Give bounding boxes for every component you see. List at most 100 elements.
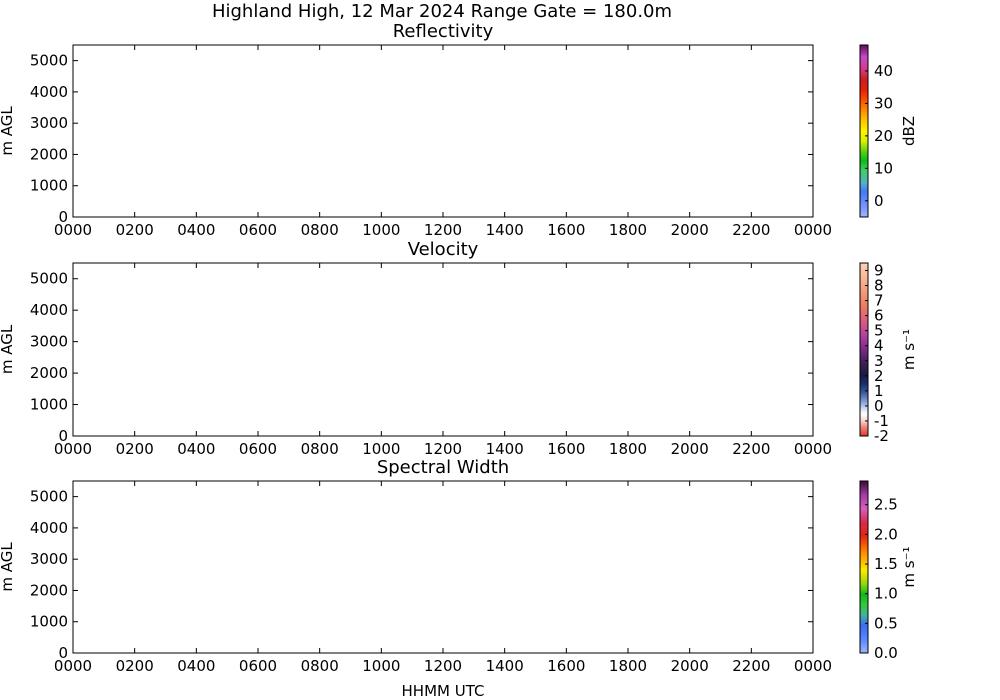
colorbar-tick-label: 8 (874, 277, 884, 295)
y-tick-label: 3000 (30, 114, 68, 132)
colorbar-tick-label: 0 (874, 192, 884, 210)
y-tick-label: 0 (58, 208, 68, 226)
x-tick-label: 0000 (794, 657, 832, 675)
x-tick-label: 2200 (732, 440, 770, 458)
colorbar-tick-label: -1 (874, 412, 889, 430)
y-axis-label: m AGL (0, 324, 16, 374)
colorbar-tick-label: 3 (874, 352, 884, 370)
x-tick-label: 1600 (547, 440, 585, 458)
x-tick-label: 1000 (362, 221, 400, 239)
colorbar-tick-label: 1 (874, 382, 884, 400)
x-tick-label: 0800 (301, 221, 339, 239)
x-tick-label: 0400 (177, 440, 215, 458)
y-tick-label: 0 (58, 644, 68, 662)
colorbar-tick-label: 6 (874, 307, 884, 325)
y-axis-label: m AGL (0, 106, 16, 156)
colorbar-tick-label: 20 (874, 127, 893, 145)
colorbar-tick-label: 4 (874, 337, 884, 355)
x-tick-label: 0400 (177, 221, 215, 239)
colorbar-tick-label: 2.0 (874, 525, 898, 543)
panel-title: Velocity (408, 239, 479, 260)
x-tick-label: 0000 (54, 440, 92, 458)
x-tick-label: 1800 (609, 657, 647, 675)
x-tick-label: 2200 (732, 657, 770, 675)
y-tick-label: 5000 (30, 488, 68, 506)
x-tick-label: 0000 (794, 440, 832, 458)
x-tick-label: 2000 (671, 657, 709, 675)
x-tick-label: 1000 (362, 657, 400, 675)
colorbar-tick-label: 1.5 (874, 555, 898, 573)
colorbar-label: dBZ (900, 116, 918, 146)
colorbar-tick-label: 0.0 (874, 644, 898, 662)
colorbar-tick-label: 1.0 (874, 585, 898, 603)
panel-3: Spectral Width 0000 0200 0400 0600 0800 1000 12… (0, 457, 918, 700)
figure-title: Highland High, 12 Mar 2024 Range Gate = … (212, 1, 672, 22)
x-tick-label: 0800 (301, 657, 339, 675)
colorbar-tick-label: 40 (874, 62, 893, 80)
y-tick-label: 2000 (30, 145, 68, 163)
y-tick-label: 1000 (30, 396, 68, 414)
panel-title: Spectral Width (377, 457, 509, 478)
x-tick-label: 0000 (794, 221, 832, 239)
plot-area (72, 262, 814, 437)
x-tick-label: 0200 (116, 221, 154, 239)
colorbar-tick-label: 30 (874, 94, 893, 112)
x-tick-label: 0400 (177, 657, 215, 675)
y-tick-label: 3000 (30, 333, 68, 351)
colorbar-tick-label: 5 (874, 322, 884, 340)
colorbar-tick-label: 2.5 (874, 496, 898, 514)
x-tick-label: 0800 (301, 440, 339, 458)
y-tick-label: 0 (58, 427, 68, 445)
colorbar-label: m s⁻¹ (900, 546, 918, 587)
y-tick-label: 4000 (30, 519, 68, 537)
y-tick-label: 4000 (30, 301, 68, 319)
colorbar-tick-label: 7 (874, 292, 884, 310)
x-tick-label: 1400 (486, 657, 524, 675)
y-tick-label: 5000 (30, 270, 68, 288)
x-tick-label: 1400 (486, 221, 524, 239)
panel-title: Reflectivity (393, 21, 494, 42)
y-tick-label: 2000 (30, 581, 68, 599)
colorbar (859, 44, 869, 218)
y-axis-label: m AGL (0, 542, 16, 592)
y-tick-label: 2000 (30, 364, 68, 382)
x-tick-label: 1400 (486, 440, 524, 458)
x-tick-label: 1200 (424, 221, 462, 239)
x-tick-label: 1200 (424, 657, 462, 675)
colorbar (859, 262, 869, 437)
x-tick-label: 2000 (671, 221, 709, 239)
colorbar-tick-label: 9 (874, 262, 884, 280)
y-tick-label: 4000 (30, 83, 68, 101)
x-tick-label: 0200 (116, 440, 154, 458)
x-tick-label: 0600 (239, 657, 277, 675)
x-tick-label: 1600 (547, 221, 585, 239)
x-tick-label: 0600 (239, 440, 277, 458)
x-tick-label: 2200 (732, 221, 770, 239)
y-tick-label: 1000 (30, 613, 68, 631)
x-tick-label: 1800 (609, 221, 647, 239)
x-tick-label: 0000 (54, 221, 92, 239)
x-axis-label: HHMM UTC (402, 682, 485, 700)
x-tick-label: 1600 (547, 657, 585, 675)
colorbar-label: m s⁻¹ (900, 329, 918, 370)
x-tick-label: 2000 (671, 440, 709, 458)
x-tick-label: 1800 (609, 440, 647, 458)
x-tick-label: 1200 (424, 440, 462, 458)
colorbar-tick-label: 0.5 (874, 614, 898, 632)
x-tick-label: 0000 (54, 657, 92, 675)
y-tick-label: 1000 (30, 177, 68, 195)
colorbar-tick-label: 2 (874, 367, 884, 385)
colorbar-tick-label: -2 (874, 427, 889, 445)
colorbar-tick-label: 0 (874, 397, 884, 415)
x-tick-label: 0200 (116, 657, 154, 675)
colorbar (859, 480, 869, 654)
y-tick-label: 5000 (30, 52, 68, 70)
plot-area (72, 44, 814, 218)
x-tick-label: 1000 (362, 440, 400, 458)
colorbar-tick-label: 10 (874, 159, 893, 177)
y-tick-label: 3000 (30, 550, 68, 568)
plot-area (72, 480, 814, 654)
